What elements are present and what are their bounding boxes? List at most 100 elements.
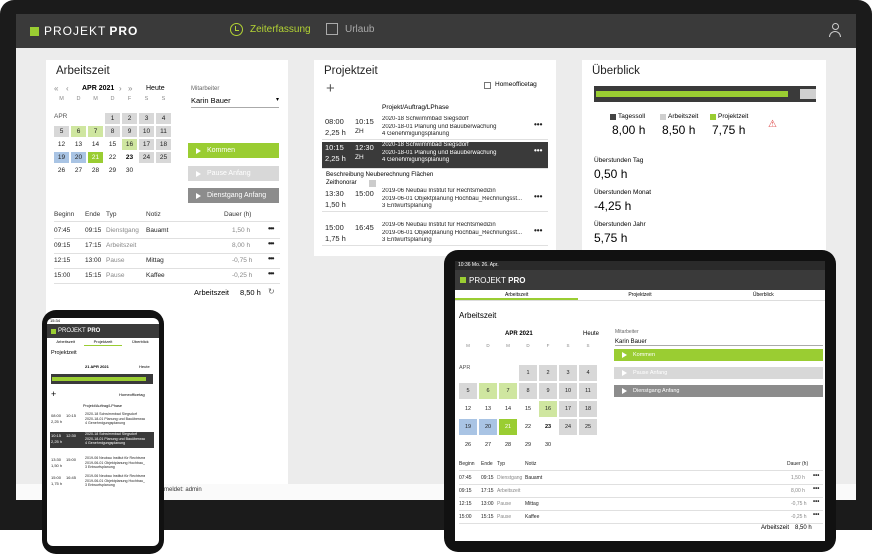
tablet-table-row[interactable]: 09:15 17:15 Arbeitszeit 8,00 h ••• <box>459 486 823 498</box>
calendar-day[interactable]: 26 <box>57 167 66 174</box>
calendar-day[interactable]: 3 <box>559 365 577 381</box>
calendar-day[interactable]: 21 <box>499 419 517 435</box>
tab-urlaub[interactable]: Urlaub <box>326 23 374 35</box>
tablet-dienstgang-button[interactable]: Dienstgang Anfang <box>614 385 823 397</box>
calendar-day[interactable]: 25 <box>579 419 597 435</box>
phone-entry[interactable]: 13:30 15:00 1,50 h 2019-06 Neubau Institut … <box>50 456 154 472</box>
calendar-day[interactable]: 16 <box>122 139 137 150</box>
table-row[interactable]: 07:45 09:15 Dienstgang Bauamt 1,50 h ••• <box>54 224 280 239</box>
more-icon[interactable]: ••• <box>534 146 543 155</box>
tablet-kommen-button[interactable]: Kommen <box>614 349 823 361</box>
tablet-table-row[interactable]: 12:15 13:00 Pause Mittag -0,75 h ••• <box>459 499 823 511</box>
phone-tab-ueberblick[interactable]: Überblick <box>131 339 149 344</box>
calendar-day[interactable]: 19 <box>54 152 69 163</box>
calendar-day[interactable]: 11 <box>156 126 171 137</box>
calendar-day[interactable]: 5 <box>54 126 69 137</box>
calendar-day[interactable]: 27 <box>484 442 492 448</box>
calendar-day[interactable]: 20 <box>479 419 497 435</box>
mitarbeiter-select[interactable]: Karin Bauer ▾ <box>191 96 279 108</box>
calendar-day[interactable]: 14 <box>504 406 512 412</box>
more-icon[interactable]: ••• <box>268 269 274 278</box>
phone-homeoffice[interactable]: Homeofficetag <box>119 392 145 397</box>
add-icon[interactable]: + <box>326 80 335 97</box>
calendar-day[interactable]: 29 <box>524 442 532 448</box>
phone-tab-projektzeit[interactable]: Projektzeit <box>84 338 122 346</box>
calendar-day[interactable]: 10 <box>559 383 577 399</box>
projekt-entry[interactable]: 08:00 10:15 2,25 h ZH 2020-18 Schwimmbad Sie… <box>322 116 548 140</box>
tablet-tab-arbeitszeit[interactable]: Arbeitszeit <box>455 290 579 300</box>
tablet-pause-button[interactable]: Pause Anfang <box>614 367 823 379</box>
calendar-day[interactable]: 8 <box>519 383 537 399</box>
calendar-day[interactable]: 30 <box>125 167 134 174</box>
more-icon[interactable]: ••• <box>534 226 543 235</box>
table-row[interactable]: 15:00 15:15 Pause Kaffee -0,25 h ••• <box>54 269 280 284</box>
next-month-icon[interactable]: › <box>119 84 122 93</box>
calendar-day[interactable]: 29 <box>108 167 117 174</box>
calendar-day[interactable]: 20 <box>71 152 86 163</box>
tablet-table-row[interactable]: 07:45 09:15 Dienstgang Bauamt 1,50 h ••• <box>459 473 823 485</box>
more-icon[interactable]: ••• <box>813 473 820 479</box>
projekt-entry[interactable]: 13:30 15:00 1,50 h 2019-06 Neubau Institut … <box>322 188 548 212</box>
calendar-day[interactable]: 14 <box>91 141 100 148</box>
calendar-day[interactable]: 12 <box>57 141 66 148</box>
calendar-day[interactable]: 7 <box>88 126 103 137</box>
more-icon[interactable]: ••• <box>268 239 274 248</box>
next-year-icon[interactable]: » <box>128 84 133 93</box>
calendar-day[interactable]: 2 <box>539 365 557 381</box>
zeithonorar-checkbox[interactable] <box>369 180 376 187</box>
tablet-mitarbeiter-select[interactable]: Karin Bauer <box>615 339 823 346</box>
calendar-day[interactable]: 12 <box>464 406 472 412</box>
user-icon[interactable] <box>828 23 842 38</box>
prev-month-icon[interactable]: ‹ <box>66 84 69 93</box>
calendar-day[interactable]: 4 <box>579 365 597 381</box>
calendar-day[interactable]: 10 <box>139 126 154 137</box>
calendar-day[interactable]: 28 <box>91 167 100 174</box>
calendar-day[interactable]: 7 <box>499 383 517 399</box>
tablet-today[interactable]: Heute <box>583 331 600 337</box>
calendar-day[interactable]: 4 <box>156 113 171 124</box>
calendar-day[interactable]: 6 <box>71 126 86 137</box>
table-row[interactable]: 12:15 13:00 Pause Mittag -0,75 h ••• <box>54 254 280 269</box>
more-icon[interactable]: ••• <box>534 120 543 129</box>
tablet-tab-projektzeit[interactable]: Projektzeit <box>628 292 652 298</box>
calendar-day[interactable]: 24 <box>559 419 577 435</box>
phone-today[interactable]: Heute <box>139 364 150 369</box>
calendar-day[interactable]: 21 <box>88 152 103 163</box>
tablet-table-row[interactable]: 15:00 15:15 Pause Kaffee -0,25 h ••• <box>459 512 823 524</box>
calendar-day[interactable]: 9 <box>122 126 137 137</box>
phone-tab-arbeitszeit[interactable]: Arbeitszeit <box>56 339 75 344</box>
phone-entry[interactable]: 08:00 10:15 2,25 h 2020-18 Schwimmbad Siegs… <box>50 412 154 428</box>
calendar-day[interactable]: 1 <box>105 113 120 124</box>
calendar-day[interactable]: 30 <box>544 442 552 448</box>
calendar-day[interactable]: 23 <box>539 419 557 435</box>
calendar-day[interactable]: 22 <box>524 424 532 430</box>
more-icon[interactable]: ••• <box>813 499 820 505</box>
calendar-day[interactable]: 17 <box>559 401 577 417</box>
calendar-day[interactable]: 15 <box>524 406 532 412</box>
calendar-day[interactable]: 11 <box>579 383 597 399</box>
phone-entry[interactable]: 15:00 16:45 1,75 h 2019-06 Neubau Institut … <box>50 474 154 490</box>
calendar-day[interactable]: 5 <box>459 383 477 399</box>
more-icon[interactable]: ••• <box>813 512 820 518</box>
more-icon[interactable]: ••• <box>268 254 274 263</box>
projekt-entry[interactable]: 10:15 12:30 2,25 h ZH 2020-18 Schwimmbad Sie… <box>322 142 548 169</box>
calendar-day[interactable]: 27 <box>74 167 83 174</box>
kommen-button[interactable]: Kommen <box>188 143 279 158</box>
more-icon[interactable]: ••• <box>268 224 274 233</box>
calendar-day[interactable]: 13 <box>484 406 492 412</box>
calendar-day[interactable]: 3 <box>139 113 154 124</box>
refresh-icon[interactable]: ↻ <box>268 287 275 296</box>
pause-button[interactable]: Pause Anfang <box>188 166 279 181</box>
calendar-day[interactable]: 17 <box>139 139 154 150</box>
calendar-day[interactable]: 9 <box>539 383 557 399</box>
calendar-day[interactable]: 28 <box>504 442 512 448</box>
calendar-day[interactable]: 8 <box>105 126 120 137</box>
table-row[interactable]: 09:15 17:15 Arbeitszeit 8,00 h ••• <box>54 239 280 254</box>
calendar-day[interactable]: 1 <box>519 365 537 381</box>
tablet-tab-ueberblick[interactable]: Überblick <box>752 292 774 298</box>
calendar-day[interactable]: 24 <box>139 152 154 163</box>
calendar-day[interactable]: 6 <box>479 383 497 399</box>
projekt-entry[interactable]: 15:00 16:45 1,75 h 2019-06 Neubau Institut … <box>322 222 548 246</box>
calendar-day[interactable]: 13 <box>74 141 83 148</box>
calendar-day[interactable]: 26 <box>464 442 472 448</box>
